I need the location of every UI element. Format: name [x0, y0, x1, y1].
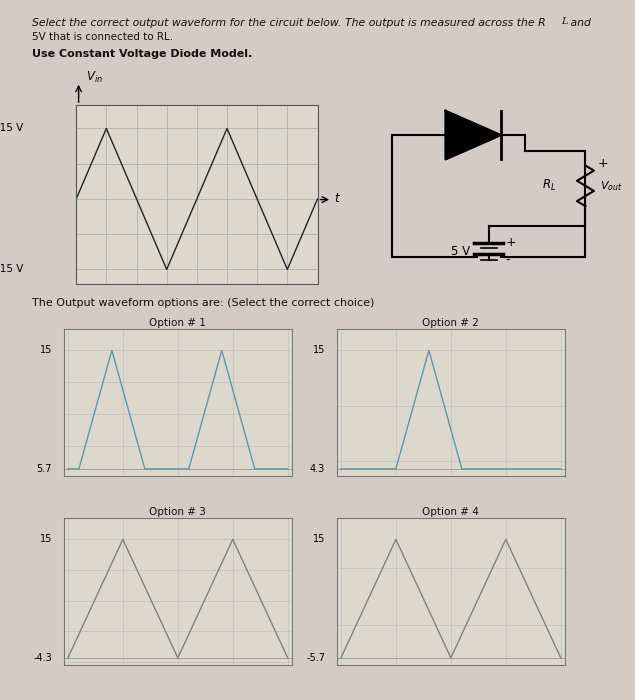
Polygon shape — [446, 111, 501, 160]
Text: and: and — [567, 18, 591, 27]
Text: -: - — [506, 253, 511, 266]
Title: Option # 2: Option # 2 — [422, 318, 479, 328]
Text: 5.7: 5.7 — [37, 464, 52, 474]
Text: 15: 15 — [313, 345, 325, 356]
Text: $V_{in}$: $V_{in}$ — [86, 70, 103, 85]
Text: -5.7: -5.7 — [306, 653, 325, 663]
Text: 4.3: 4.3 — [310, 464, 325, 474]
Text: The Output waveform options are: (Select the correct choice): The Output waveform options are: (Select… — [32, 298, 374, 307]
Title: Option # 4: Option # 4 — [422, 508, 479, 517]
Text: $V_{out}$: $V_{out}$ — [600, 179, 622, 193]
Text: +: + — [506, 236, 516, 249]
Text: 5 V: 5 V — [450, 245, 470, 258]
Text: 15: 15 — [313, 534, 325, 545]
Title: Option # 1: Option # 1 — [149, 318, 206, 328]
Text: Use Constant Voltage Diode Model.: Use Constant Voltage Diode Model. — [32, 49, 252, 59]
Text: $R_L$: $R_L$ — [542, 178, 556, 193]
Text: 5V that is connected to RL.: 5V that is connected to RL. — [32, 32, 173, 42]
Text: 15: 15 — [40, 345, 52, 356]
Text: +: + — [598, 157, 608, 170]
Text: L: L — [561, 18, 567, 27]
Text: -4.3: -4.3 — [33, 653, 52, 663]
Text: Select the correct output waveform for the circuit below. The output is measured: Select the correct output waveform for t… — [32, 18, 545, 27]
Title: Option # 3: Option # 3 — [149, 508, 206, 517]
Text: +15 V: +15 V — [0, 123, 23, 134]
Text: -15 V: -15 V — [0, 265, 23, 274]
Text: 15: 15 — [40, 534, 52, 545]
Text: $t$: $t$ — [335, 192, 342, 205]
